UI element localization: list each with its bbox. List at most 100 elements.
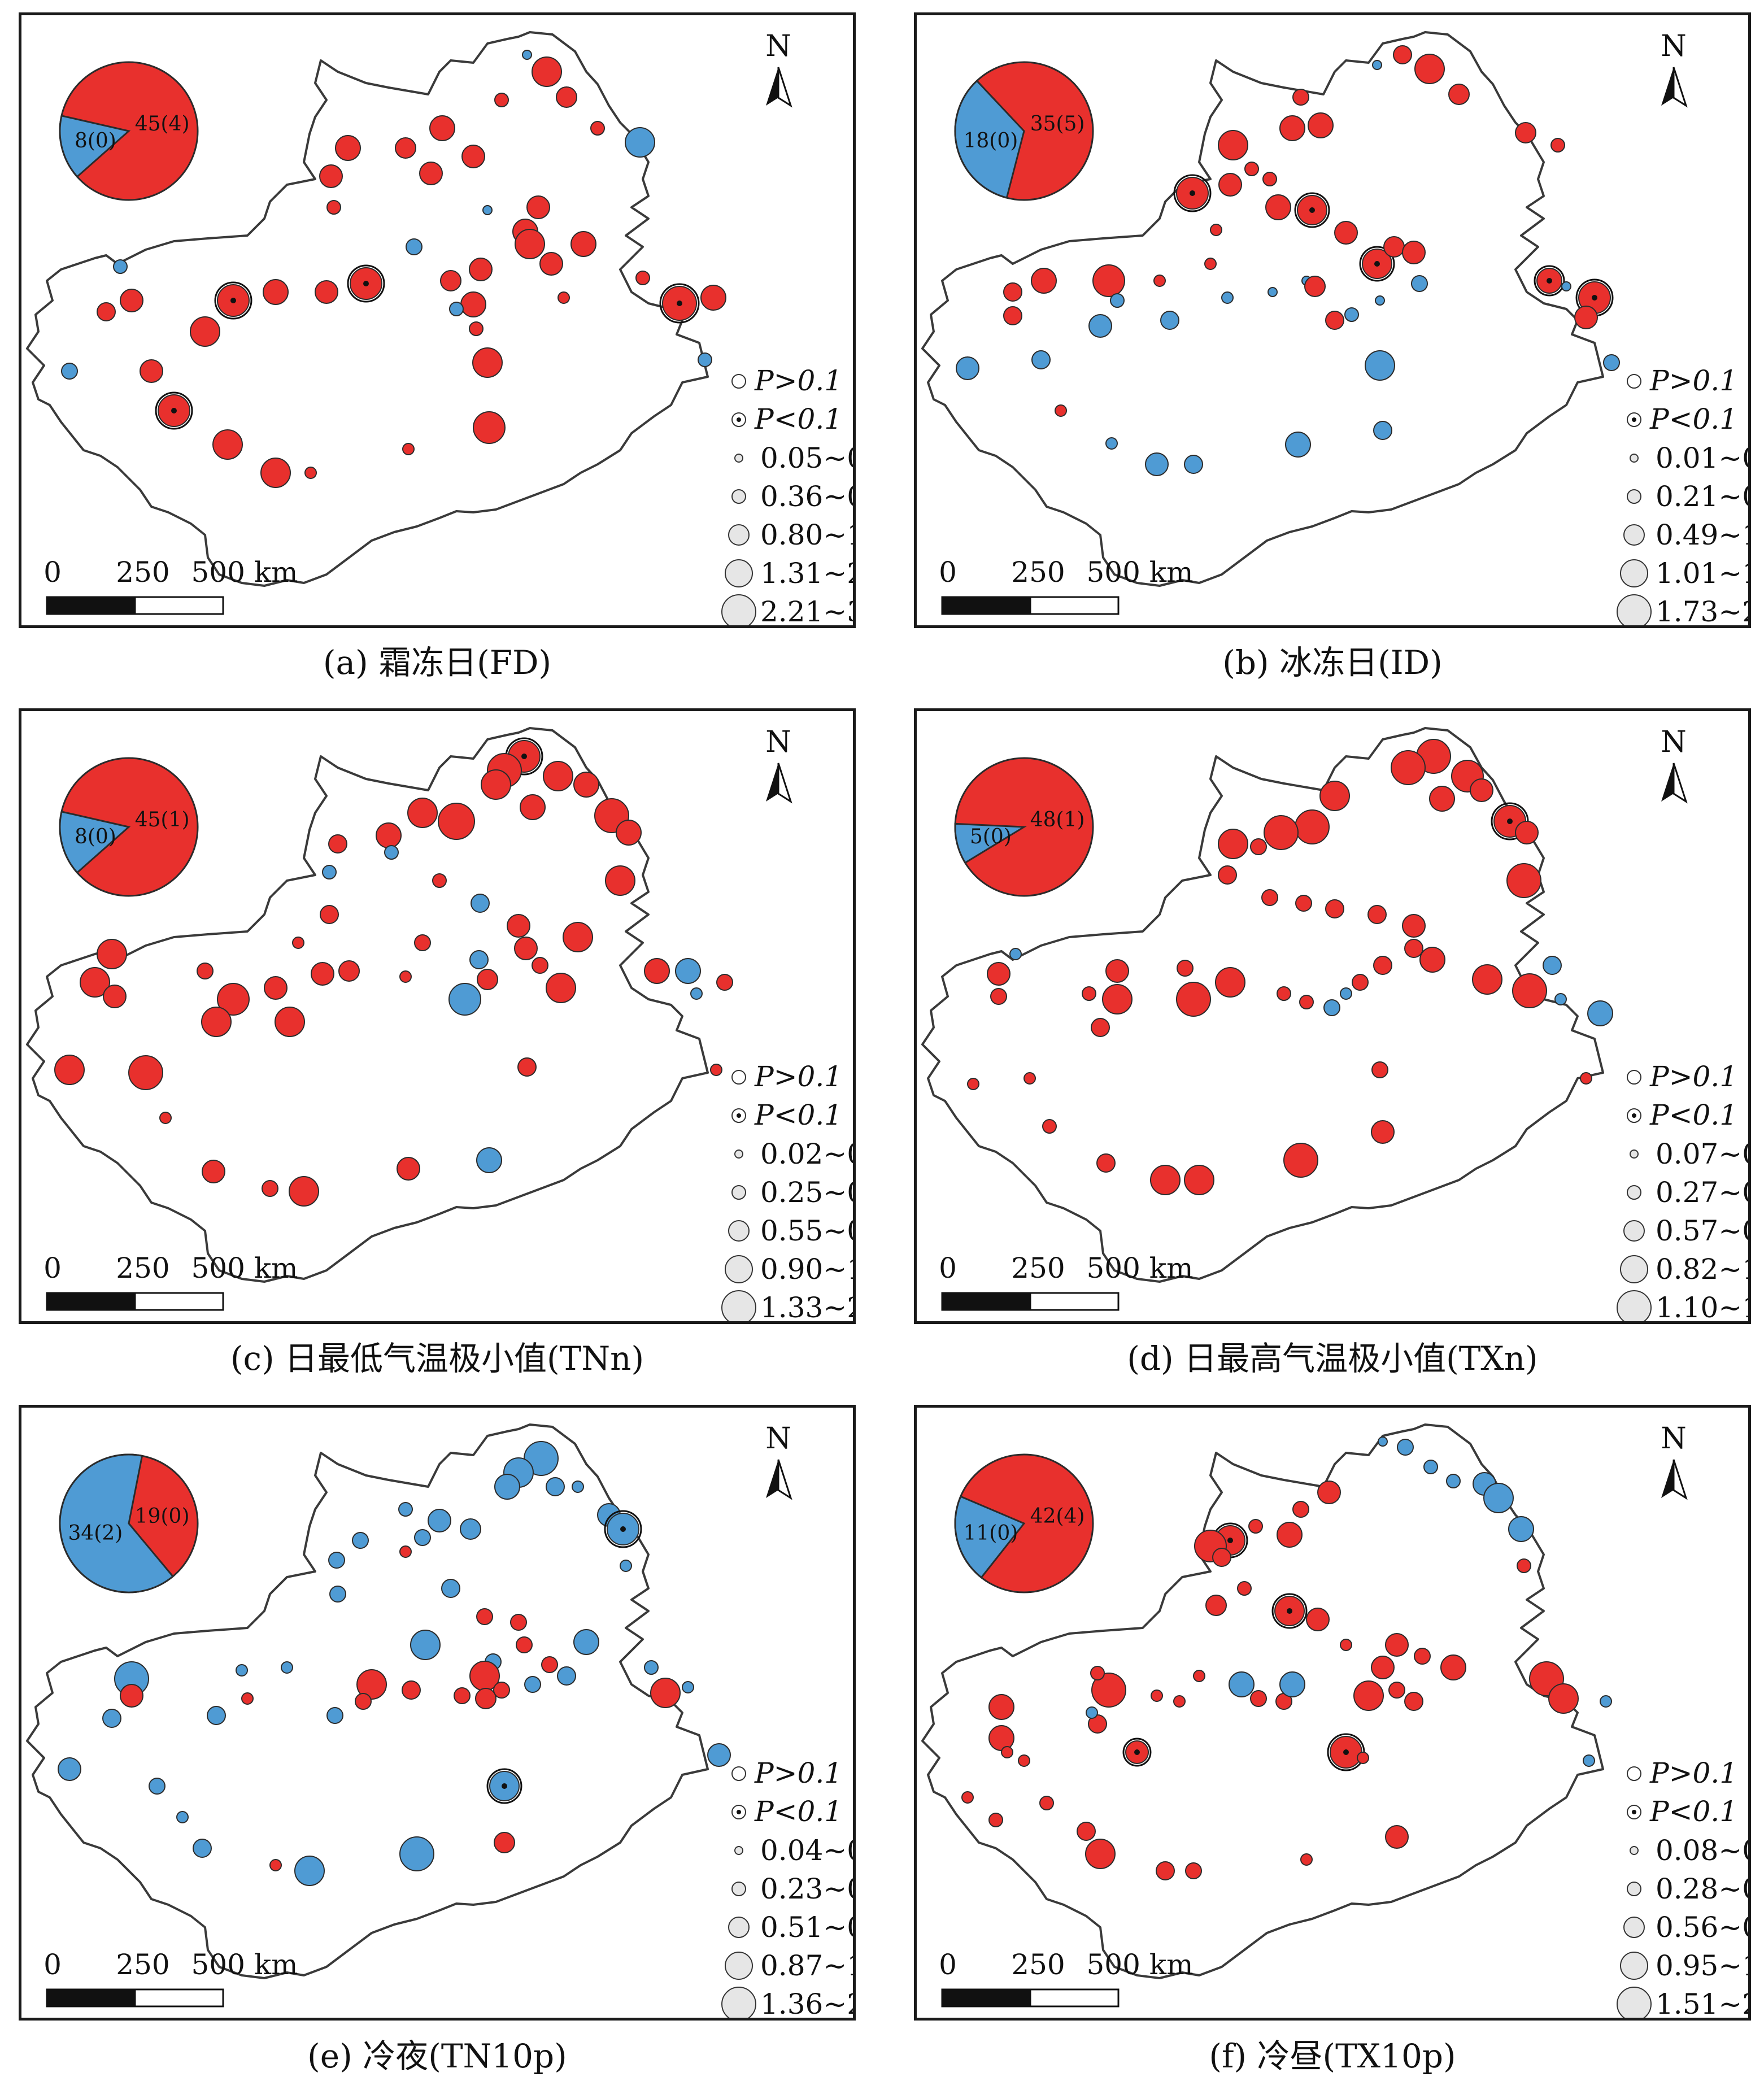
legend-size-marker (731, 1882, 746, 1896)
station-marker (1218, 173, 1242, 197)
significant-ring (1359, 246, 1395, 282)
station-marker (539, 252, 563, 276)
station-marker (590, 121, 605, 136)
map-svg-d: 5(0) 48(1) N P>0.1 P<0.1 0.07~0.26 0.27~0.56 0.… (921, 725, 1748, 1321)
scale-bar-white (1029, 1292, 1120, 1311)
station-marker (477, 969, 498, 990)
station-marker (644, 958, 670, 984)
station-marker (428, 1509, 451, 1532)
significance-dot (1592, 295, 1597, 301)
north-arrow: N (1661, 1422, 1688, 1500)
station-marker (481, 769, 511, 800)
station-marker (1402, 241, 1426, 264)
station-marker (159, 1112, 172, 1124)
map-svg-e: 34(2) 19(0) N P>0.1 P<0.1 0.04~0.22 0.23~0.50 0… (26, 1422, 853, 2018)
scale-label-250: 250 (1011, 1252, 1065, 1284)
pie-label-decrease: 5(0) (970, 825, 1012, 848)
pie-label-decrease: 18(0) (963, 129, 1018, 153)
station-marker (1515, 122, 1536, 143)
legend-size-marker (1627, 1882, 1641, 1896)
station-marker (516, 1636, 533, 1653)
north-label: N (1661, 725, 1687, 759)
legend-size-label: 2.21~3.62 (760, 595, 853, 625)
significant-ring (1294, 192, 1330, 228)
station-marker (1375, 295, 1385, 306)
scale-label-250: 250 (1011, 1948, 1065, 1981)
station-marker (716, 974, 733, 991)
station-marker (1300, 1853, 1313, 1866)
station-marker (532, 56, 562, 87)
station-marker (650, 1678, 681, 1708)
north-arrow-right (777, 67, 792, 108)
map-panel-e: 34(2) 19(0) N P>0.1 P<0.1 0.04~0.22 0.23~0.50 0… (19, 1405, 856, 2021)
station-marker (449, 302, 464, 316)
station-marker (526, 195, 550, 219)
station-marker (1550, 138, 1565, 153)
station-marker (1283, 1143, 1318, 1178)
station-marker (1042, 1119, 1057, 1134)
north-arrow-right (1672, 67, 1688, 108)
station-marker (1031, 350, 1051, 369)
pie-chart: 8(0) 45(4) (59, 61, 199, 201)
station-marker (1295, 809, 1330, 844)
legend-size-label: 0.28~0.55 (1656, 1873, 1748, 1905)
station-markers (961, 1436, 1612, 1880)
legend-size-marker (721, 594, 756, 625)
station-marker (1204, 258, 1217, 270)
north-label: N (765, 1422, 791, 1456)
station-marker (1285, 432, 1311, 458)
station-marker (319, 164, 343, 188)
station-marker (605, 865, 635, 896)
station-marker (1088, 314, 1112, 338)
station-marker (563, 922, 593, 952)
station-marker (407, 798, 438, 828)
station-marker (402, 443, 415, 455)
station-marker (1373, 956, 1392, 975)
north-arrow: N (1661, 29, 1688, 108)
significance-dot (1507, 818, 1513, 824)
scale-bar-black (941, 1988, 1031, 2008)
station-marker (1277, 1522, 1303, 1548)
station-marker (190, 316, 220, 347)
significant-ring (1173, 174, 1212, 212)
station-marker (1001, 1746, 1013, 1758)
station-markers (58, 1441, 731, 1886)
legend-size-marker (731, 489, 746, 504)
station-marker (961, 1791, 974, 1804)
station-marker (471, 894, 490, 913)
legend-size-label: 1.33~2.32 (760, 1291, 853, 1321)
station-marker (1150, 1165, 1181, 1195)
station-marker (399, 1545, 412, 1558)
station-marker (1250, 1690, 1267, 1707)
station-marker (1371, 1120, 1395, 1144)
pie-slice-decrease (954, 822, 1027, 864)
legend: P>0.1 P<0.1 0.01~0.20 0.21~0.48 0.49~1.00 1.0… (1617, 364, 1748, 625)
station-marker (1265, 194, 1291, 220)
legend: P>0.1 P<0.1 0.04~0.22 0.23~0.50 0.51~0.86 0.8… (721, 1757, 853, 2018)
significance-dot (1287, 1608, 1292, 1614)
station-marker (1082, 986, 1096, 1001)
station-marker (1325, 311, 1344, 330)
station-marker (475, 1688, 496, 1709)
station-marker (1018, 1754, 1030, 1767)
station-marker (469, 258, 493, 281)
station-marker (1184, 1165, 1214, 1195)
station-marker (1295, 895, 1312, 912)
legend-p-gt-marker (731, 1070, 746, 1085)
station-marker (1176, 982, 1211, 1017)
station-marker (197, 963, 214, 979)
significance-dot (230, 298, 236, 303)
legend-size-label: 0.27~0.56 (1656, 1176, 1748, 1209)
station-marker (402, 1680, 421, 1700)
station-marker (1414, 1648, 1431, 1665)
significance-dot (1309, 207, 1315, 213)
significance-dot (521, 754, 527, 759)
scale-label-250: 250 (116, 1252, 169, 1284)
legend-p-lt-dot (1632, 1810, 1636, 1814)
station-marker (1561, 281, 1571, 291)
legend-p-lt: P<0.1 (754, 403, 842, 436)
station-marker (128, 1055, 163, 1090)
station-marker (1446, 1474, 1461, 1488)
legend-size-label: 1.73~2.62 (1656, 595, 1748, 625)
scale-label-500: 500 km (191, 556, 298, 589)
